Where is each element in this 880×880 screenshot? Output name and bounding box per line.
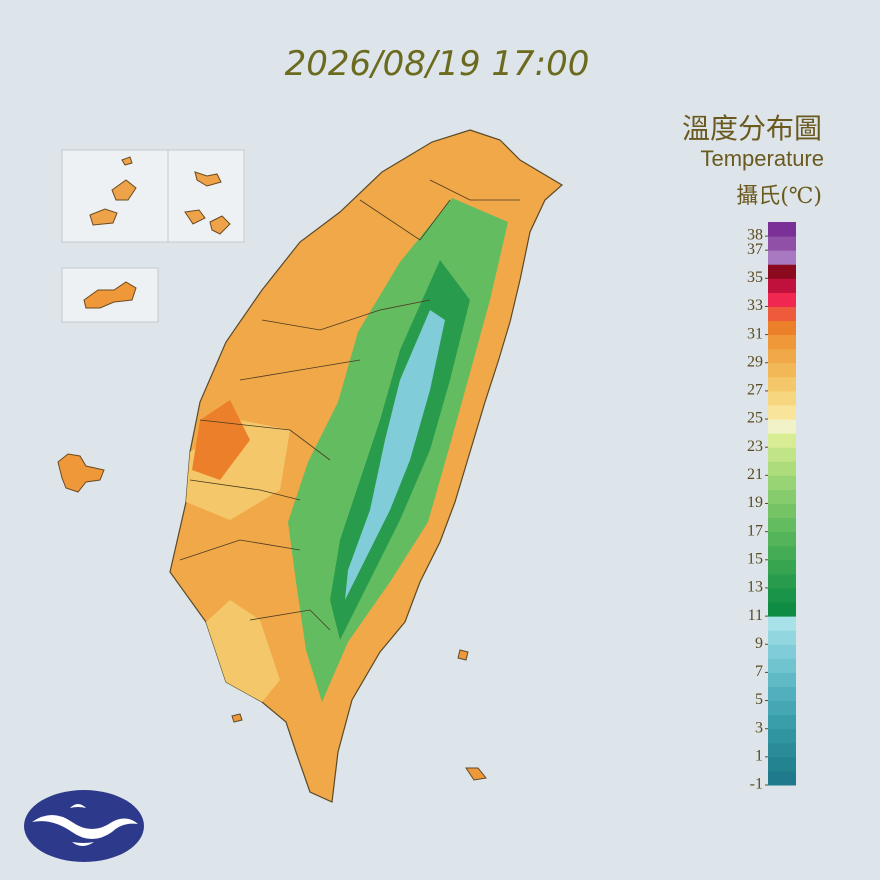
taiwan-map [169,129,564,803]
colorbar-band [768,376,796,392]
colorbar-band [768,770,796,786]
colorbar-tick-label: -1 [750,776,763,793]
legend-unit: 攝氏(℃) [736,184,822,209]
colorbar-tick-label: 31 [747,325,763,342]
colorbar-tick-label: 3 [755,719,763,736]
colorbar-band [768,348,796,364]
colorbar-tick-label: 17 [747,522,763,539]
colorbar-band [768,306,796,322]
colorbar-band [768,587,796,603]
colorbar-band [768,419,796,434]
colorbar-tick-label: 7 [755,663,763,680]
colorbar-band [768,742,796,758]
colorbar-band [768,222,796,237]
colorbar-tick-label: 13 [747,579,763,596]
colorbar-tick-label: 37 [747,241,763,258]
logo [24,790,144,862]
colorbar-band [768,644,796,659]
colorbar-tick-label: 35 [747,269,763,286]
colorbar-band [768,602,796,617]
colorbar-band [768,573,796,589]
legend-subtitle: Temperature [700,146,824,171]
inset-islands [57,149,245,493]
colorbar-tick-label: 33 [747,297,763,314]
colorbar-band [768,559,796,575]
colorbar-band [768,320,796,336]
colorbar-tick-label: 27 [747,382,763,399]
colorbar-band [768,390,796,406]
colorbar-band [768,714,796,730]
colorbar-tick-label: 29 [747,353,763,370]
colorbar-tick-label: 38 [747,227,763,244]
colorbar-band [768,616,796,631]
colorbar-band [768,658,796,673]
colorbar-band [768,433,796,448]
colorbar-band [768,630,796,645]
colorbar-band [768,686,796,702]
colorbar-tick-label: 23 [747,438,763,455]
colorbar-tick-label: 9 [755,635,763,652]
colorbar-tick-label: 25 [747,410,763,427]
colorbar-band [768,362,796,378]
timestamp: 2026/08/19 17:00 [285,44,590,84]
colorbar-band [768,236,796,251]
colorbar-band [768,517,796,533]
colorbar-tick-label: 11 [748,607,763,624]
colorbar-band [768,292,796,307]
colorbar-band [768,447,796,462]
colorbar-band [768,489,796,504]
colorbar-band [768,503,796,519]
colorbar-band [768,250,796,265]
legend-title: 溫度分布圖 [682,112,822,145]
colorbar-band [768,404,796,420]
colorbar-tick-label: 21 [747,466,763,483]
colorbar-tick-label: 15 [747,550,763,567]
colorbar-band [768,334,796,350]
colorbar-tick-label: 1 [755,748,763,765]
colorbar-tick-label: 5 [755,691,763,708]
colorbar-band [768,278,796,293]
colorbar-band [768,531,796,547]
colorbar-band [768,672,796,687]
colorbar-band [768,728,796,744]
colorbar-band [768,461,796,476]
colorbar-band [768,756,796,772]
colorbar-band [768,264,796,279]
colorbar-band [768,700,796,716]
colorbar-band [768,545,796,561]
colorbar-tick-label: 19 [747,494,763,511]
colorbar-band [768,475,796,490]
